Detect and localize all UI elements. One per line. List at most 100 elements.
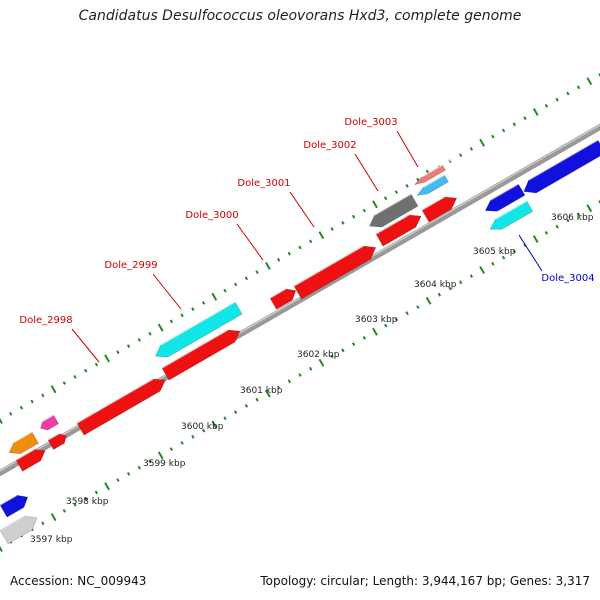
minor-tick: [276, 257, 281, 262]
minor-tick: [234, 282, 238, 287]
scale-label: 3601 kbp: [240, 386, 283, 396]
locus-label[interactable]: Dole_3004: [541, 273, 594, 284]
label-leader: [236, 223, 264, 261]
locus-label[interactable]: Dole_2998: [19, 315, 72, 326]
minor-tick: [351, 214, 356, 219]
major-tick: [479, 265, 485, 274]
minor-tick: [362, 208, 366, 213]
minor-tick: [62, 509, 66, 513]
minor-tick: [169, 447, 174, 452]
minor-tick: [351, 342, 356, 346]
minor-tick: [19, 405, 24, 410]
locus-label[interactable]: Dole_2999: [104, 260, 157, 271]
minor-ticks: [0, 73, 600, 552]
scale-labels: 3597 kbp 3598 kbp 3599 kbp 3600 kbp 3601 kbp…: [30, 213, 594, 545]
minor-tick: [30, 399, 34, 404]
minor-tick: [341, 348, 345, 353]
minor-tick: [459, 280, 463, 285]
label-leader: [152, 273, 182, 310]
feature-bevel: [375, 214, 410, 235]
gene-feature[interactable]: [0, 494, 29, 518]
locus-label[interactable]: Dole_3000: [185, 210, 238, 221]
minor-tick: [394, 317, 399, 322]
feature-bevel: [293, 245, 364, 287]
major-tick: [211, 292, 218, 301]
minor-tick: [469, 147, 474, 151]
feature-bevel: [528, 137, 600, 181]
locus-label[interactable]: Dole_3001: [237, 178, 290, 189]
feature-bevel: [15, 448, 35, 461]
minor-tick: [191, 307, 195, 311]
scale-label: 3603 kbp: [355, 315, 398, 325]
minor-tick: [309, 366, 313, 371]
locus-label[interactable]: Dole_3002: [303, 140, 356, 151]
major-tick: [211, 420, 218, 429]
minor-tick: [73, 502, 77, 507]
scale-label: 3598 kbp: [66, 497, 109, 507]
minor-tick: [523, 116, 527, 120]
major-tick: [586, 77, 593, 86]
page-title: Candidatus Desulfococcus oleovorans Hxd3…: [78, 8, 522, 24]
minor-tick: [330, 354, 334, 359]
minor-tick: [255, 397, 259, 402]
minor-tick: [73, 375, 77, 379]
minor-tick: [94, 362, 99, 367]
feature-bevel: [495, 195, 536, 220]
scale-label: 3597 kbp: [30, 535, 73, 545]
gene-feature[interactable]: [293, 245, 377, 300]
minor-tick: [566, 218, 570, 223]
minor-tick: [544, 231, 549, 235]
feature-bevel: [160, 296, 245, 346]
label-leaders: [71, 130, 543, 363]
minor-tick: [41, 521, 45, 526]
minor-tick: [276, 385, 281, 390]
label-leader: [354, 153, 379, 192]
minor-tick: [126, 344, 131, 348]
minor-tick: [137, 465, 141, 470]
minor-tick: [169, 319, 174, 324]
gene-features: [0, 137, 600, 545]
major-tick: [104, 354, 110, 363]
feature-bevel: [421, 196, 445, 211]
major-tick: [318, 231, 325, 240]
major-tick: [532, 235, 539, 244]
minor-tick: [459, 153, 463, 157]
minor-tick: [62, 381, 66, 385]
major-tick: [50, 385, 57, 394]
minor-tick: [244, 404, 249, 408]
gene-feature[interactable]: [76, 378, 166, 436]
minor-tick: [330, 227, 334, 231]
feature-bevel: [161, 329, 229, 369]
feature-bevel: [423, 169, 454, 188]
minor-tick: [180, 313, 184, 318]
minor-tick: [223, 416, 227, 421]
major-tick: [372, 200, 378, 209]
locus-label[interactable]: Dole_3003: [344, 117, 397, 128]
minor-tick: [84, 368, 88, 373]
minor-tick: [148, 459, 152, 464]
minor-tick: [576, 212, 581, 217]
minor-tick: [512, 249, 516, 254]
minor-tick: [287, 251, 291, 256]
minor-tick: [501, 255, 506, 260]
major-tick: [265, 389, 271, 398]
minor-tick: [191, 434, 195, 439]
minor-tick: [244, 276, 249, 281]
minor-tick: [491, 261, 495, 266]
minor-tick: [555, 224, 559, 229]
scale-label: 3600 kbp: [181, 422, 224, 432]
minor-tick: [362, 336, 366, 340]
genome-summary: Topology: circular; Length: 3,944,167 bp…: [260, 574, 590, 588]
feature-bevel: [490, 178, 528, 201]
minor-tick: [148, 331, 152, 336]
minor-tick: [137, 338, 141, 342]
minor-tick: [180, 441, 184, 445]
major-tick: [157, 323, 164, 332]
major-tick: [425, 296, 432, 305]
major-tick: [157, 451, 164, 460]
minor-tick: [405, 184, 409, 188]
minor-tick: [394, 190, 399, 194]
minor-tick: [116, 350, 120, 355]
feature-bevel: [13, 426, 41, 444]
